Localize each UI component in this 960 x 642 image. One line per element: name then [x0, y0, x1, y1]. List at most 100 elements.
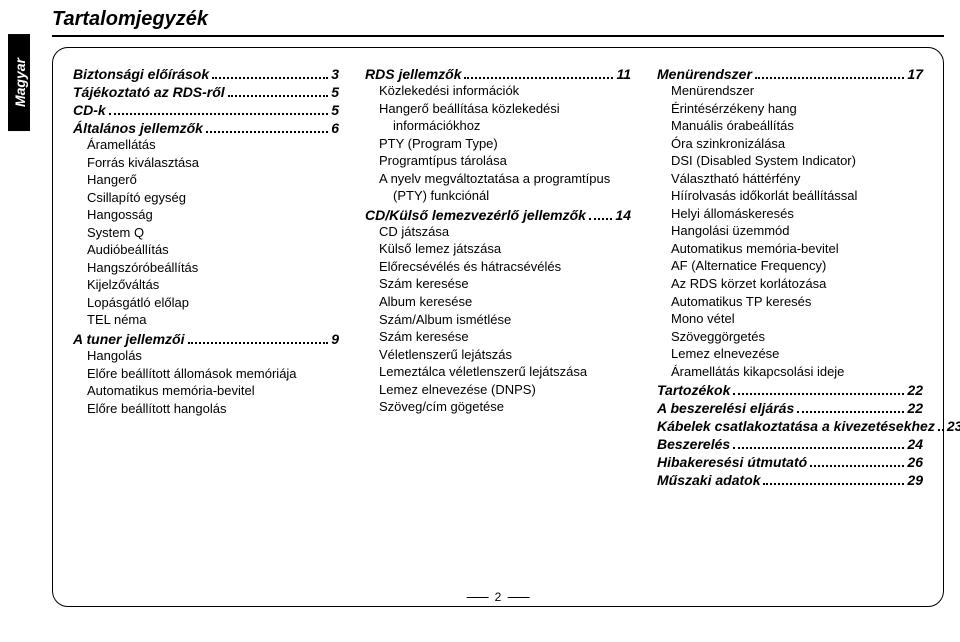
- toc-leader-dots: [763, 483, 904, 485]
- toc-heading-label: CD-k: [73, 102, 106, 118]
- toc-subitem: Automatikus memória-bevitel: [671, 240, 923, 258]
- toc-heading-label: Műszaki adatok: [657, 472, 760, 488]
- toc-heading: A tuner jellemzői9: [73, 331, 339, 347]
- toc-heading: Menürendszer 17: [657, 66, 923, 82]
- toc-page-number: 6: [331, 120, 339, 136]
- toc-subitem: Lemeztálca véletlenszerű lejátszása: [379, 363, 631, 381]
- toc-heading-label: CD/Külső lemezvezérlő jellemzők: [365, 207, 586, 223]
- toc-subitem: Kijelzőváltás: [87, 276, 339, 294]
- toc-subitem: Hangolási üzemmód: [671, 222, 923, 240]
- toc-leader-dots: [212, 77, 328, 79]
- toc-subitem: Szöveggörgetés: [671, 328, 923, 346]
- page-container: Tartalomjegyzék Biztonsági előírások 3 Táj…: [52, 0, 944, 626]
- toc-heading: Tartozékok 22: [657, 382, 923, 398]
- toc-heading: A beszerelési eljárás 22: [657, 400, 923, 416]
- toc-subitem: Szám/Album ismétlése: [379, 311, 631, 329]
- toc-heading: RDS jellemzők 11: [365, 66, 631, 82]
- toc-leader-dots: [228, 95, 329, 97]
- toc-leader-dots: [733, 447, 904, 449]
- toc-page-number: 14: [615, 207, 631, 223]
- toc-subitem: Lopásgátló előlap: [87, 294, 339, 312]
- toc-page-number: 24: [907, 436, 923, 452]
- toc-page-number: 22: [907, 382, 923, 398]
- toc-heading-label: Kábelek csatlakoztatása a kivezetésekhez: [657, 418, 935, 434]
- toc-page-number: 5: [331, 84, 339, 100]
- toc-leader-dots: [188, 342, 329, 344]
- toc-subitem: Album keresése: [379, 293, 631, 311]
- toc-heading-label: Beszerelés: [657, 436, 730, 452]
- toc-box: Biztonsági előírások 3 Tájékoztató az RDS-…: [52, 47, 944, 607]
- toc-page-number: 22: [907, 400, 923, 416]
- toc-subitem: Szöveg/cím gögetése: [379, 398, 631, 416]
- toc-page-number: 3: [331, 66, 339, 82]
- toc-subitem: Hangolás: [87, 347, 339, 365]
- toc-heading-label: Biztonsági előírások: [73, 66, 209, 82]
- toc-heading: Beszerelés 24: [657, 436, 923, 452]
- toc-page-number: 29: [907, 472, 923, 488]
- toc-heading: Általános jellemzők 6: [73, 120, 339, 136]
- toc-subitem: Áramellátás kikapcsolási ideje: [671, 363, 923, 381]
- toc-subitem: Közlekedési információk: [379, 82, 631, 100]
- toc-subitem: Audióbeállítás: [87, 241, 339, 259]
- toc-subitem: Az RDS körzet korlátozása: [671, 275, 923, 293]
- toc-page-number: 11: [616, 66, 631, 82]
- toc-subitem: Hangosság: [87, 206, 339, 224]
- toc-leader-dots: [589, 218, 612, 220]
- toc-leader-dots: [810, 465, 904, 467]
- toc-heading: CD/Külső lemezvezérlő jellemzők 14: [365, 207, 631, 223]
- toc-subitem: System Q: [87, 224, 339, 242]
- toc-page-number: 17: [907, 66, 923, 82]
- toc-leader-dots: [733, 393, 904, 395]
- toc-heading: Biztonsági előírások 3: [73, 66, 339, 82]
- toc-leader-dots: [109, 113, 329, 115]
- toc-subitem: Érintésérzékeny hang: [671, 100, 923, 118]
- toc-subitem: Helyi állomáskeresés: [671, 205, 923, 223]
- toc-leader-dots: [938, 429, 944, 431]
- toc-subitem: Manuális órabeállítás: [671, 117, 923, 135]
- toc-columns: Biztonsági előírások 3 Tájékoztató az RDS-…: [73, 64, 923, 488]
- toc-subitem: Automatikus TP keresés: [671, 293, 923, 311]
- toc-heading-label: Menürendszer: [657, 66, 752, 82]
- toc-heading-label: Tartozékok: [657, 382, 730, 398]
- toc-column: Biztonsági előírások 3 Tájékoztató az RDS-…: [73, 64, 339, 488]
- toc-subitem: Forrás kiválasztása: [87, 154, 339, 172]
- toc-heading-label: Általános jellemzők: [73, 120, 203, 136]
- toc-leader-dots: [797, 411, 904, 413]
- toc-subitem: Híírolvasás időkorlát beállítással: [671, 187, 923, 205]
- toc-leader-dots: [206, 131, 328, 133]
- toc-subitem: Előre beállított állomások memóriája: [87, 365, 339, 383]
- toc-heading-label: RDS jellemzők: [365, 66, 461, 82]
- toc-subitem: Automatikus memória-bevitel: [87, 382, 339, 400]
- page-title: Tartalomjegyzék: [52, 0, 944, 37]
- toc-subitem: Programtípus tárolása: [379, 152, 631, 170]
- toc-leader-dots: [755, 77, 905, 79]
- toc-subitem: Óra szinkronizálása: [671, 135, 923, 153]
- toc-heading-label: A tuner jellemzői: [73, 331, 185, 347]
- toc-subitem: Csillapító egység: [87, 189, 339, 207]
- toc-subitem: Külső lemez játszása: [379, 240, 631, 258]
- toc-page-number: 23: [947, 418, 960, 434]
- toc-subitem: Szám keresése: [379, 328, 631, 346]
- toc-subitem: DSI (Disabled System Indicator): [671, 152, 923, 170]
- toc-heading: CD-k5: [73, 102, 339, 118]
- toc-subitem: Véletlenszerű lejátszás: [379, 346, 631, 364]
- toc-subitem: Lemez elnevezése: [671, 345, 923, 363]
- toc-heading: Kábelek csatlakoztatása a kivezetésekhez…: [657, 418, 923, 434]
- toc-subitem: A nyelv megváltoztatása a programtípus (…: [379, 170, 631, 205]
- toc-subitem: Hangszóróbeállítás: [87, 259, 339, 277]
- toc-heading: Tájékoztató az RDS-ről 5: [73, 84, 339, 100]
- toc-subitem: Mono vétel: [671, 310, 923, 328]
- toc-heading-label: Hibakeresési útmutató: [657, 454, 807, 470]
- toc-subitem: Választható háttérfény: [671, 170, 923, 188]
- toc-subitem: Hangerő: [87, 171, 339, 189]
- toc-heading-label: Tájékoztató az RDS-ről: [73, 84, 225, 100]
- toc-subitem: Áramellátás: [87, 136, 339, 154]
- page-number-footer: 2: [461, 590, 536, 604]
- toc-subitem: AF (Alternatice Frequency): [671, 257, 923, 275]
- toc-subitem: Lemez elnevezése (DNPS): [379, 381, 631, 399]
- toc-heading-label: A beszerelési eljárás: [657, 400, 794, 416]
- toc-subitem: PTY (Program Type): [379, 135, 631, 153]
- toc-leader-dots: [464, 77, 613, 79]
- toc-subitem: Előre beállított hangolás: [87, 400, 339, 418]
- toc-column: Menürendszer 17Menürendszer Érintésérzéken…: [657, 64, 923, 488]
